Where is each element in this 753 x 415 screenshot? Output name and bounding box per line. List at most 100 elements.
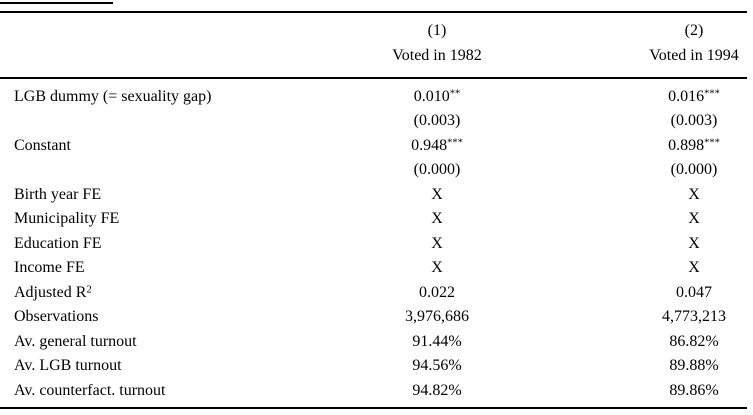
col1-value: 3,976,686 [294,305,580,330]
table-row: (0.003) (0.003) [0,109,753,134]
col1-value: (0.003) [294,109,580,134]
col2-value: 0.016*** [635,85,753,110]
row-label: Constant [14,134,294,159]
col2-value: 4,773,213 [635,305,753,330]
table-row: Birth year FE X X [0,183,753,208]
col1-value-text: (0.000) [413,161,461,178]
header-row-titles: Voted in 1982 Voted in 1994 [0,43,753,68]
row-label-text: Municipality FE [14,210,120,227]
table-row: Income FE X X [0,256,753,281]
row-label: Av. counterfact. turnout [14,379,294,404]
row-label: Observations [14,305,294,330]
col2-value-text: 89.86% [669,381,719,399]
row-label-text: Education FE [14,234,102,252]
row-label-text: Av. LGB turnout [14,357,122,374]
col2-value-text: 86.82% [669,332,719,350]
col2-value: 89.86% [635,379,753,404]
col1-value-text: 0.022 [419,283,455,301]
table-row: Education FE X X [0,232,753,257]
row-label-text: LGB dummy (= sexuality gap) [14,87,212,105]
table-row: Observations 3,976,686 4,773,213 [0,305,753,330]
row-label-text: Income FE [14,259,85,276]
col1-value: X [294,183,580,208]
col1-value-text: (0.003) [413,112,461,129]
row-label-text: Av. counterfact. turnout [14,381,166,399]
column2-title: Voted in 1994 [649,47,739,64]
col2-significance-stars: *** [704,136,720,148]
col2-value-text: 89.88% [669,357,719,374]
col1-significance-stars: ** [449,87,461,99]
table-header: (1) (2) Voted in 1982 Voted in 1994 [0,13,753,77]
cropped-rule-fragment [0,2,113,4]
col1-significance-stars: *** [447,136,463,148]
col1-value: 0.022 [294,281,580,306]
col1-value-text: 3,976,686 [405,308,469,325]
col2-significance-stars: *** [704,87,720,99]
col1-value: 94.56% [294,354,580,379]
row-label-text: Birth year FE [14,185,102,203]
col1-value-text: 94.56% [412,357,462,374]
col2-value: 86.82% [635,330,753,355]
row-label: Birth year FE [14,183,294,208]
table-row: Adjusted R2 0.022 0.047 [0,281,753,306]
column1-title: Voted in 1982 [392,47,482,64]
table-row: (0.000) (0.000) [0,158,753,183]
col1-value: X [294,207,580,232]
col2-value-text: 4,773,213 [662,308,726,325]
table-row: LGB dummy (= sexuality gap) 0.010** 0.01… [0,85,753,110]
col2-value-text: (0.003) [670,112,718,129]
col1-value: X [294,232,580,257]
row-label: Av. general turnout [14,330,294,355]
col1-value-text: 91.44% [412,332,462,350]
header-row-numbers: (1) (2) [0,18,753,43]
row-label: Av. LGB turnout [14,354,294,379]
row-label-text: Observations [14,308,99,325]
row-label-text: Constant [14,136,71,154]
col1-value-text: X [431,210,443,227]
col2-value: 0.047 [635,281,753,306]
col2-value: X [635,232,753,257]
table-bottom-rule [0,407,747,409]
col2-value: (0.003) [635,109,753,134]
table-row: Av. counterfact. turnout 94.82% 89.86% [0,379,753,404]
col2-value-text: 0.047 [676,283,712,301]
col1-value: (0.000) [294,158,580,183]
col2-value: X [635,183,753,208]
table-row: Av. general turnout 91.44% 86.82% [0,330,753,355]
col1-value: 91.44% [294,330,580,355]
col1-value: 0.010** [294,85,580,110]
table-top-rule [0,11,747,13]
row-label-text: Adjusted R [14,283,87,301]
col2-value-text: 0.016 [668,87,705,105]
col2-value-text: 0.898 [668,136,705,154]
col2-value: 89.88% [635,354,753,379]
table-row: Constant 0.948*** 0.898*** [0,134,753,159]
column1-number: (1) [427,22,447,39]
col1-value-text: 0.010 [413,87,450,105]
table-row: Municipality FE X X [0,207,753,232]
row-label-text: Av. general turnout [14,332,137,350]
col2-value: X [635,207,753,232]
regression-table: (1) (2) Voted in 1982 Voted in 1994 LGB … [0,11,753,409]
row-label: Adjusted R2 [14,281,294,306]
col2-value-text: X [688,185,700,203]
col2-value-text: X [688,210,700,227]
col1-value: 0.948*** [294,134,580,159]
row-label: Income FE [14,256,294,281]
table-row: Av. LGB turnout 94.56% 89.88% [0,354,753,379]
row-label: Education FE [14,232,294,257]
col1-value-text: X [431,234,443,252]
col1-value: 94.82% [294,379,580,404]
col2-value: 0.898*** [635,134,753,159]
col2-value: X [635,256,753,281]
col2-value-text: X [688,234,700,252]
table-body: LGB dummy (= sexuality gap) 0.010** 0.01… [0,79,753,408]
col2-value-text: X [688,259,700,276]
table-header-rule [0,77,747,79]
row-label-superscript: 2 [86,283,92,295]
col2-value-text: (0.000) [670,161,718,178]
col1-value-text: X [431,259,443,276]
col1-value: X [294,256,580,281]
row-label: LGB dummy (= sexuality gap) [14,85,294,110]
column2-number: (2) [684,22,704,39]
